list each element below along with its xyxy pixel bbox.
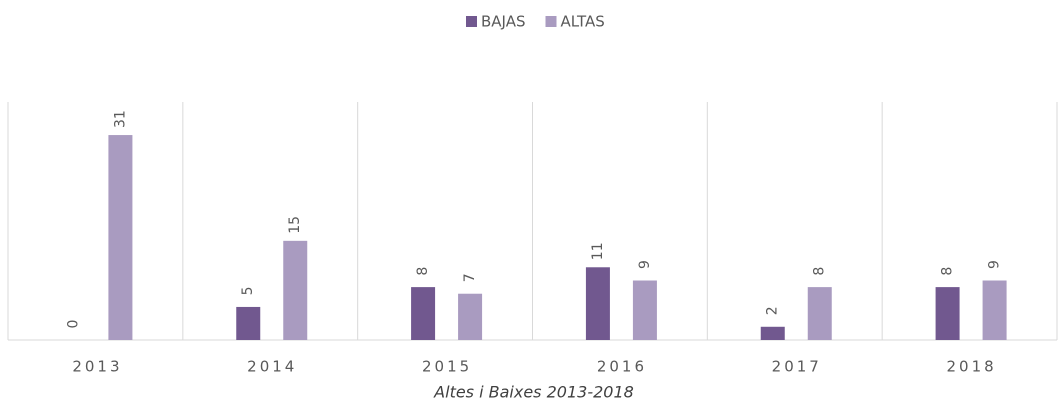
bar — [982, 280, 1007, 340]
x-tick-label: 2013 — [72, 358, 122, 376]
data-label: 11 — [590, 242, 606, 260]
data-label: 8 — [812, 267, 828, 276]
data-label: 9 — [987, 260, 1003, 269]
data-label: 0 — [65, 320, 81, 329]
data-label: 8 — [940, 267, 956, 276]
x-tick-label: 2014 — [247, 358, 297, 376]
data-label: 9 — [637, 260, 653, 269]
data-label: 7 — [462, 273, 478, 282]
bar — [935, 287, 960, 340]
legend-label: ALTAS — [561, 13, 605, 31]
legend-swatch — [466, 16, 477, 27]
bar — [632, 280, 657, 340]
x-tick-label: 2017 — [772, 358, 822, 376]
bar — [283, 240, 308, 340]
data-label: 2 — [765, 306, 781, 315]
bar — [585, 267, 610, 340]
x-tick-label: 2018 — [946, 358, 996, 376]
x-tick-label: 2016 — [597, 358, 647, 376]
bar — [760, 326, 785, 340]
bar — [108, 135, 133, 340]
legend-swatch — [545, 16, 557, 27]
bar — [236, 306, 261, 340]
data-label: 15 — [287, 216, 303, 234]
bar — [458, 293, 483, 340]
x-axis-title: Altes i Baixes 2013-2018 — [433, 383, 634, 402]
data-label: 5 — [240, 286, 256, 295]
data-label: 8 — [415, 267, 431, 276]
data-label: 31 — [112, 110, 128, 128]
bar — [411, 287, 436, 340]
x-tick-label: 2015 — [422, 358, 472, 376]
legend-label: BAJAS — [481, 13, 526, 31]
bar — [807, 287, 832, 340]
